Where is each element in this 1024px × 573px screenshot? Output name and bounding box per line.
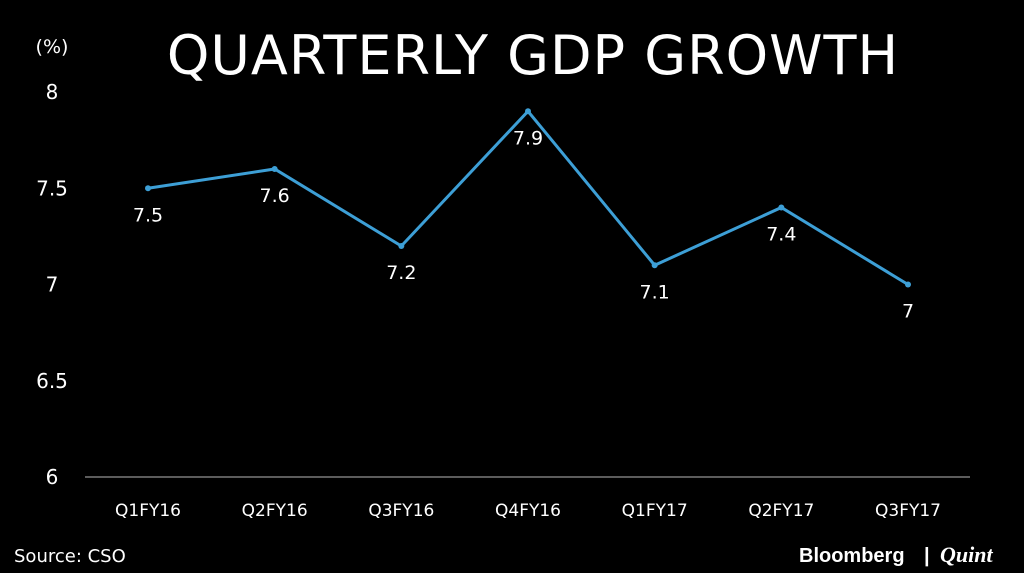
data-label: 7.4 bbox=[766, 224, 796, 246]
data-label: 7.6 bbox=[260, 185, 290, 207]
x-tick-label: Q3FY17 bbox=[875, 501, 941, 521]
y-tick-label: 7.5 bbox=[36, 176, 68, 200]
x-tick-label: Q1FY16 bbox=[115, 501, 181, 521]
data-label: 7.2 bbox=[386, 262, 416, 284]
x-tick-label: Q4FY16 bbox=[495, 501, 561, 521]
data-point bbox=[905, 281, 911, 288]
y-tick-label: 6 bbox=[46, 465, 59, 489]
y-axis-ticks: 6 6.5 7 7.5 8 bbox=[36, 80, 68, 489]
data-point bbox=[778, 204, 785, 211]
data-point bbox=[525, 108, 531, 115]
data-label: 7.5 bbox=[133, 204, 163, 226]
x-tick-label: Q2FY17 bbox=[748, 501, 814, 521]
brand-suffix: Quint bbox=[940, 542, 993, 567]
y-tick-label: 6.5 bbox=[36, 369, 68, 393]
y-axis-unit-label: (%) bbox=[36, 36, 69, 58]
y-tick-label: 7 bbox=[46, 273, 59, 297]
data-point bbox=[651, 262, 658, 269]
data-labels: 7.5 7.6 7.2 7.9 7.1 7.4 7 bbox=[133, 127, 914, 322]
data-label: 7 bbox=[902, 301, 914, 323]
x-tick-label: Q1FY17 bbox=[622, 501, 688, 521]
data-label: 7.1 bbox=[640, 281, 670, 303]
brand-name: Bloomberg bbox=[799, 545, 905, 567]
chart-title: QUARTERLY GDP GROWTH bbox=[167, 24, 899, 87]
x-tick-label: Q2FY16 bbox=[242, 501, 308, 521]
x-tick-label: Q3FY16 bbox=[368, 501, 434, 521]
data-point bbox=[145, 185, 151, 192]
data-points bbox=[145, 108, 911, 288]
x-axis-ticks: Q1FY16 Q2FY16 Q3FY16 Q4FY16 Q1FY17 Q2FY17 Q3FY… bbox=[115, 501, 941, 521]
y-tick-label: 8 bbox=[46, 80, 59, 104]
source-note: Source: CSO bbox=[14, 546, 126, 567]
data-point bbox=[398, 243, 405, 249]
brand-logo: Bloomberg | Quint bbox=[799, 542, 993, 567]
brand-separator: | bbox=[924, 545, 930, 567]
data-point bbox=[271, 166, 278, 172]
data-label: 7.9 bbox=[513, 127, 543, 149]
